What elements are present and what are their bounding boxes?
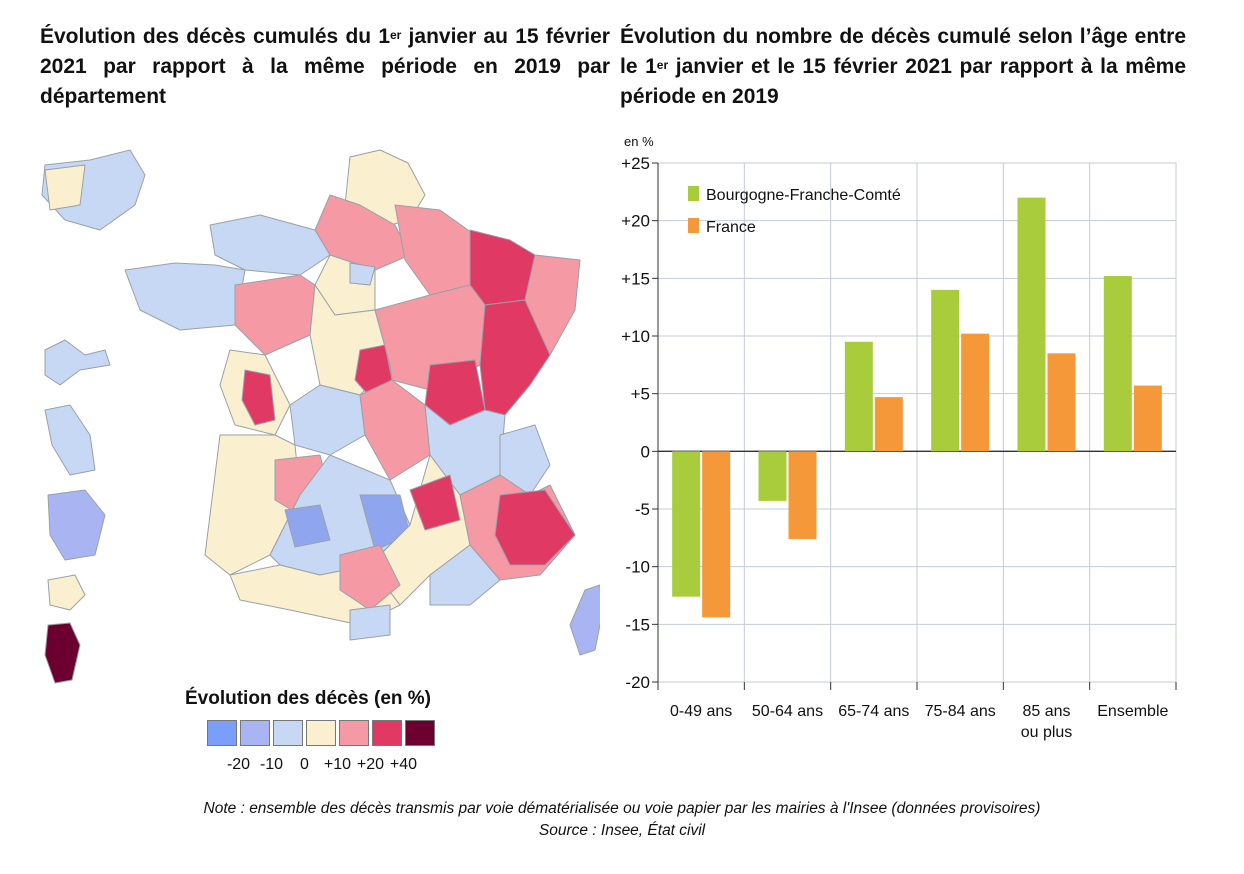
y-tick-label: 0 — [641, 442, 650, 461]
note: Note : ensemble des décès transmis par v… — [0, 798, 1244, 842]
legend-swatch-4 — [339, 720, 369, 746]
bar-france — [1047, 353, 1076, 452]
legend-swatch-bfc — [688, 186, 699, 201]
bar-bfc — [844, 341, 873, 452]
legend-swatch-0 — [207, 720, 237, 746]
map-region-lorraine — [469, 229, 536, 306]
x-category-label-line: 75-84 ans — [925, 703, 996, 720]
bar-bfc — [1017, 197, 1046, 452]
legend-tick-label: +40 — [389, 756, 418, 773]
legend-label: Bourgogne-Franche-Comté — [706, 187, 901, 204]
map-region-alps — [499, 424, 551, 496]
bar-france — [961, 333, 990, 452]
y-unit-label: en % — [624, 134, 654, 149]
map-legend-title: Évolution des décès (en %) — [185, 688, 431, 709]
bar-bfc — [672, 451, 701, 597]
map-inset-guyane — [47, 489, 106, 561]
legend-tick-label: -10 — [259, 756, 284, 773]
source-text: Source : Insee, État civil — [538, 822, 706, 839]
map-inset-guadeloupe — [44, 339, 111, 386]
x-category-label-line: Ensemble — [1097, 703, 1168, 720]
bar-france — [1133, 385, 1162, 452]
x-category-label-line: 85 ans — [1022, 703, 1070, 720]
y-tick-label: -10 — [625, 558, 650, 577]
map-region-pays-loire — [234, 274, 316, 356]
y-tick-label: +10 — [621, 327, 650, 346]
x-category-label: Ensemble — [1097, 703, 1168, 720]
x-category-label-line: 50-64 ans — [752, 703, 823, 720]
map-legend-swatches — [207, 720, 438, 746]
map-region-rhone-hot — [409, 474, 461, 531]
x-category-label: 65-74 ans — [838, 703, 909, 720]
y-tick-label: -20 — [625, 673, 650, 692]
y-tick-label: +25 — [621, 154, 650, 173]
map-region-paris-center — [349, 262, 376, 286]
map-inset-reunion — [47, 574, 86, 611]
chart-title: Évolution du nombre de décès cumulé selo… — [620, 25, 1186, 108]
y-tick-label: -15 — [625, 615, 650, 634]
x-category-label-line: 65-74 ans — [838, 703, 909, 720]
x-category-label-line: 0-49 ans — [670, 703, 732, 720]
map-inset-martinique — [44, 404, 96, 476]
map-region-var — [429, 544, 501, 606]
map-corsica — [569, 584, 600, 656]
y-tick-label: +20 — [621, 212, 650, 231]
legend-swatch-6 — [405, 720, 435, 746]
france-departments-map — [41, 149, 600, 684]
map-region-roussillon — [349, 604, 391, 641]
legend-label: France — [706, 219, 756, 236]
map-region-auvergne — [359, 379, 431, 481]
map-region-languedoc-pink — [339, 544, 401, 611]
legend-swatch-1 — [240, 720, 270, 746]
bar-bfc — [1103, 276, 1132, 452]
age-bar-chart: -20 -15 -10 -5 0 +5 +10 +15 +20 +25 en % 0-49 ans 50… — [621, 134, 1177, 741]
legend-tick-label: -20 — [226, 756, 251, 773]
map-region-franche-comte — [479, 299, 551, 416]
map-region-brittany — [124, 262, 246, 331]
y-tick-label: +15 — [621, 269, 650, 288]
bar-france — [874, 397, 903, 452]
y-tick-label: +5 — [631, 385, 650, 404]
bar-france — [702, 451, 731, 618]
legend-tick-label: +20 — [356, 756, 385, 773]
legend-swatch-france — [688, 218, 699, 233]
map-region-poitou-hot — [241, 369, 276, 426]
map-region-limousin — [289, 384, 366, 456]
map-inset-paris-beige — [44, 164, 86, 211]
bar-bfc — [931, 289, 960, 452]
legend-tick-label: 0 — [300, 756, 309, 773]
legend-swatch-3 — [306, 720, 336, 746]
legend-swatch-2 — [273, 720, 303, 746]
x-category-label: 85 ans ou plus — [1021, 703, 1073, 741]
y-tick-label: -5 — [635, 500, 650, 519]
bar-france — [788, 451, 817, 539]
bar-bfc — [758, 451, 787, 501]
x-category-label: 0-49 ans — [670, 703, 732, 720]
map-region-midi-blue — [284, 504, 331, 548]
map-region-provence-hot — [494, 489, 576, 566]
x-category-label: 50-64 ans — [752, 703, 823, 720]
note-text: Note : ensemble des décès transmis par v… — [203, 800, 1041, 817]
map-region-champagne — [394, 204, 476, 296]
legend-tick-label: +10 — [323, 756, 352, 773]
map-region-normandy — [209, 214, 331, 276]
map-inset-mayotte — [44, 622, 81, 684]
x-category-label-line: ou plus — [1021, 724, 1073, 741]
x-category-label: 75-84 ans — [925, 703, 996, 720]
legend-swatch-5 — [372, 720, 402, 746]
map-title: Évolution des décès cumulés du 1er janvi… — [40, 25, 610, 108]
